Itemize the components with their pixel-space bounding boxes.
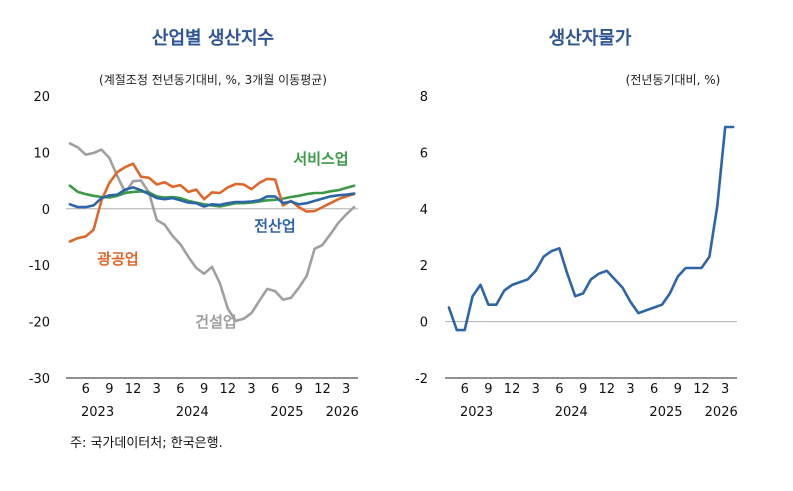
x-tick-label: 6 bbox=[555, 382, 563, 397]
series-label-construction: 건설업 bbox=[195, 313, 236, 331]
y-tick-label: 2 bbox=[420, 259, 428, 274]
x-tick-label: 12 bbox=[314, 382, 331, 397]
series-line-광공업 bbox=[68, 162, 356, 243]
y-tick-label: 4 bbox=[420, 203, 428, 218]
x-tick-label: 3 bbox=[626, 382, 634, 397]
x-tick-label: 12 bbox=[220, 382, 237, 397]
right-chart-title: 생산자물가 bbox=[549, 28, 632, 49]
y-tick-label: -10 bbox=[29, 259, 50, 274]
x-tick-label: 6 bbox=[650, 382, 658, 397]
right-chart-unit-note: (전년동기대비, %) bbox=[626, 73, 721, 87]
y-tick-label: 0 bbox=[420, 316, 428, 331]
x-year-label: 2025 bbox=[649, 405, 682, 420]
x-tick-label: 3 bbox=[532, 382, 540, 397]
series-label-mining: 광공업 bbox=[97, 250, 138, 268]
x-year-label: 2025 bbox=[270, 405, 303, 420]
series-label-all-industry: 전산업 bbox=[254, 217, 295, 235]
x-year-label: 2023 bbox=[81, 405, 114, 420]
x-tick-label: 9 bbox=[105, 382, 113, 397]
left-chart-unit-note: (계절조정 전년동기대비, %, 3개월 이동평균) bbox=[99, 73, 327, 87]
x-tick-label: 6 bbox=[461, 382, 469, 397]
x-year-label: 2024 bbox=[176, 405, 209, 420]
y-tick-label: 20 bbox=[33, 90, 50, 105]
series-line-전산업 bbox=[68, 186, 356, 209]
x-tick-label: 12 bbox=[599, 382, 616, 397]
y-tick-label: -2 bbox=[415, 372, 428, 387]
x-tick-label: 12 bbox=[504, 382, 521, 397]
x-tick-label: 12 bbox=[693, 382, 710, 397]
series-label-services: 서비스업 bbox=[293, 150, 348, 168]
x-tick-label: 6 bbox=[271, 382, 279, 397]
x-year-label: 2026 bbox=[705, 405, 738, 420]
x-tick-label: 6 bbox=[82, 382, 90, 397]
y-tick-label: 8 bbox=[420, 90, 428, 105]
series-line-건설업 bbox=[68, 142, 356, 323]
series-line-producer-price bbox=[447, 125, 735, 332]
x-tick-label: 3 bbox=[342, 382, 350, 397]
y-tick-label: 0 bbox=[42, 203, 50, 218]
y-tick-label: 6 bbox=[420, 146, 428, 161]
left-chart-title: 산업별 생산지수 bbox=[152, 28, 274, 49]
x-tick-label: 9 bbox=[579, 382, 587, 397]
x-tick-label: 9 bbox=[200, 382, 208, 397]
x-tick-label: 6 bbox=[176, 382, 184, 397]
source-note: 주: 국가데이터처; 한국은행. bbox=[70, 436, 223, 451]
x-tick-label: 3 bbox=[247, 382, 255, 397]
x-tick-label: 12 bbox=[125, 382, 142, 397]
x-year-label: 2024 bbox=[555, 405, 588, 420]
x-tick-label: 9 bbox=[484, 382, 492, 397]
x-tick-label: 3 bbox=[721, 382, 729, 397]
x-year-label: 2026 bbox=[326, 405, 359, 420]
x-tick-label: 3 bbox=[153, 382, 161, 397]
y-tick-label: -30 bbox=[29, 372, 50, 387]
x-tick-label: 9 bbox=[295, 382, 303, 397]
x-tick-label: 9 bbox=[674, 382, 682, 397]
y-tick-label: -20 bbox=[29, 316, 50, 331]
y-tick-label: 10 bbox=[33, 146, 50, 161]
x-year-label: 2023 bbox=[460, 405, 493, 420]
